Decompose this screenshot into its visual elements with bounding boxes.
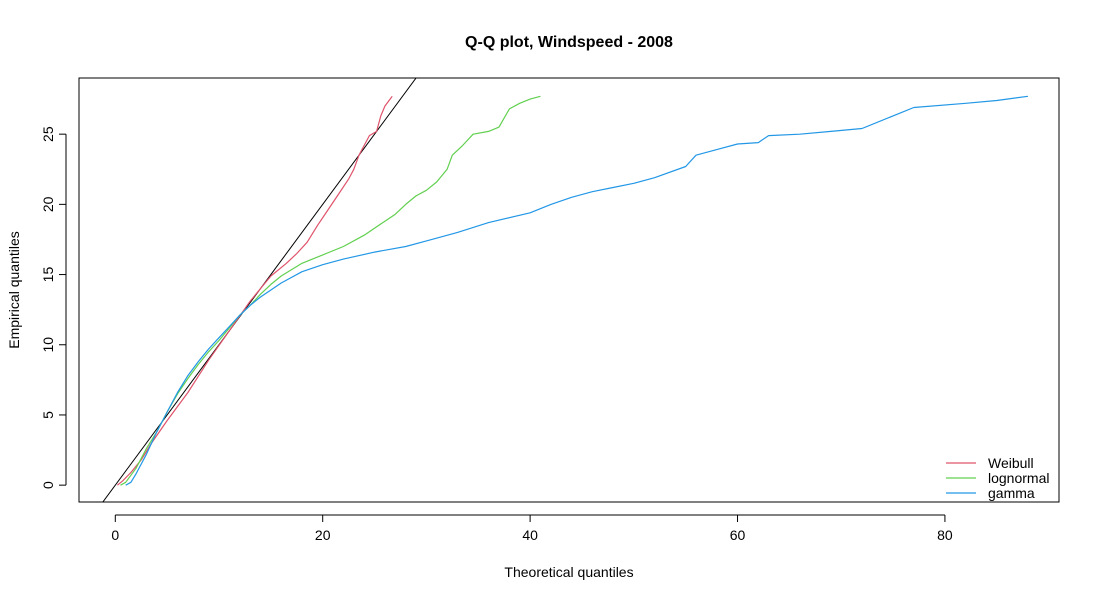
y-tick-label: 10: [40, 337, 56, 353]
legend-label-weibull: Weibull: [988, 455, 1034, 471]
legend-label-gamma: gamma: [988, 485, 1035, 501]
x-axis: 0 20 40 60 80: [111, 514, 953, 543]
y-tick-label: 0: [40, 481, 56, 489]
chart-title: Q-Q plot, Windspeed - 2008: [465, 34, 673, 51]
reference-line: [102, 78, 417, 502]
series-line-lognormal: [120, 95, 541, 486]
legend-label-lognormal: lognormal: [988, 470, 1049, 486]
x-tick-label: 40: [522, 527, 538, 543]
x-tick-label: 20: [315, 527, 331, 543]
x-tick-label: 80: [937, 527, 953, 543]
x-tick-label: 60: [730, 527, 746, 543]
x-axis-label: Theoretical quantiles: [504, 564, 633, 580]
y-tick-label: 5: [40, 411, 56, 419]
x-tick-label: 0: [111, 527, 119, 543]
y-tick-label: 20: [40, 196, 56, 212]
y-tick-label: 25: [40, 126, 56, 142]
plot-content: [102, 78, 1028, 502]
y-axis: 0 5 10 15 20 25: [40, 126, 67, 489]
y-tick-label: 15: [40, 267, 56, 283]
plot-area-border: [78, 77, 1060, 503]
y-axis-label: Empirical quantiles: [6, 231, 22, 349]
series-line-weibull: [117, 95, 393, 486]
series-line-gamma: [125, 95, 1028, 486]
